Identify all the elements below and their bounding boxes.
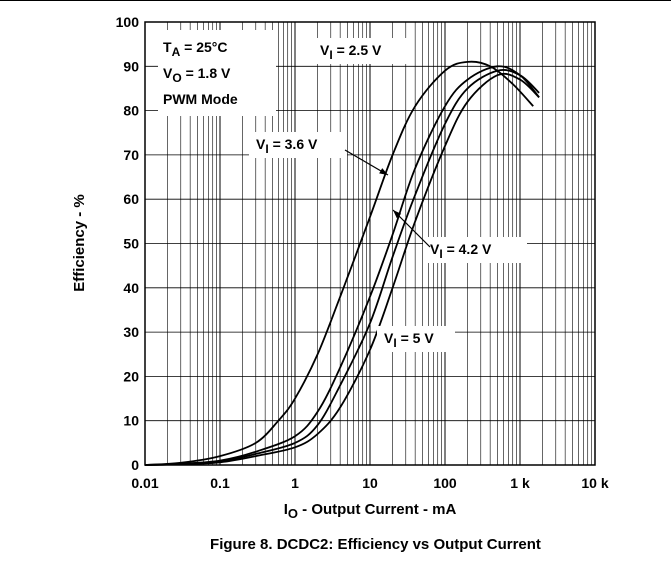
y-tick-label: 20 <box>123 368 139 384</box>
conditions-bg <box>158 30 276 116</box>
annotations: VI = 2.5 V VI = 3.6 V VI = 4.2 V VI = 5 V <box>249 38 527 352</box>
x-tick-label: 10 k <box>581 475 608 491</box>
plot-frame <box>144 21 596 466</box>
y-tick-label: 60 <box>123 191 139 207</box>
series-line <box>144 72 540 466</box>
y-tick-label: 100 <box>116 14 140 30</box>
arrow-line <box>392 209 431 248</box>
y-tick-label: 90 <box>123 58 139 74</box>
y-tick-label: 30 <box>123 324 139 340</box>
x-tick-label: 1 <box>291 475 299 491</box>
series-label: VI = 5 V <box>384 330 434 350</box>
condition-line: VO = 1.8 V <box>163 65 231 85</box>
x-tick-label: 0.1 <box>210 475 230 491</box>
series-label-bg <box>377 326 455 352</box>
arrow-head <box>379 168 388 175</box>
series-label: VI = 3.6 V <box>256 136 318 156</box>
series-line <box>144 69 540 466</box>
series-label-bg <box>423 237 527 263</box>
arrow-head <box>393 210 402 219</box>
top-rule <box>0 0 671 1</box>
y-tick-label: 70 <box>123 147 139 163</box>
x-tick-label: 10 <box>362 475 378 491</box>
y-axis-label: Efficiency - % <box>71 194 88 292</box>
figure-caption: Figure 8. DCDC2: Efficiency vs Output Cu… <box>210 536 541 553</box>
series-line <box>144 65 540 466</box>
x-tick-labels: 0.01 0.1 1 10 100 1 k 10 k <box>131 475 608 491</box>
x-tick-label: 0.01 <box>131 475 158 491</box>
y-tick-label: 80 <box>123 103 139 119</box>
y-tick-label: 40 <box>123 280 139 296</box>
x-tick-label: 1 k <box>510 475 530 491</box>
series-label-bg <box>313 38 413 64</box>
y-tick-label: 50 <box>123 236 139 252</box>
curves <box>144 60 540 466</box>
condition-line: PWM Mode <box>163 91 238 107</box>
y-tick-label: 0 <box>131 457 139 473</box>
conditions-box: TA = 25°C VO = 1.8 V PWM Mode <box>158 30 276 116</box>
condition-line: TA = 25°C <box>163 39 227 59</box>
series-label: VI = 2.5 V <box>320 42 382 62</box>
series-label-bg <box>249 132 347 158</box>
y-tick-label: 10 <box>123 413 139 429</box>
y-tick-labels: 0 10 20 30 40 50 60 70 80 90 100 <box>116 14 140 473</box>
x-tick-label: 100 <box>433 475 457 491</box>
x-axis-label: IO - Output Current - mA <box>284 501 457 521</box>
series-label: VI = 4.2 V <box>430 241 492 261</box>
series-line <box>144 60 534 466</box>
